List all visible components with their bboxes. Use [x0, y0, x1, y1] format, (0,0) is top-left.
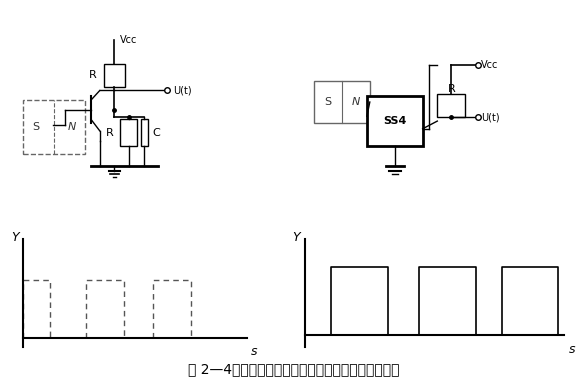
Text: U(t): U(t) [481, 112, 500, 122]
Text: Vcc: Vcc [120, 35, 138, 45]
Text: U(t): U(t) [173, 85, 192, 95]
Text: N: N [352, 97, 360, 107]
Text: R: R [89, 70, 97, 80]
Text: 图 2—4　数字涡轮流量变送器的数字信号输出原理图: 图 2—4 数字涡轮流量变送器的数字信号输出原理图 [188, 363, 399, 377]
Bar [314, 81, 370, 123]
Text: R: R [106, 128, 114, 138]
Text: C: C [153, 128, 160, 138]
Bar [141, 119, 148, 146]
Text: N: N [68, 122, 76, 132]
Text: s: s [569, 343, 575, 355]
Bar [23, 100, 85, 154]
Text: Y: Y [292, 231, 300, 244]
Text: SS4: SS4 [383, 116, 406, 126]
Text: R: R [447, 84, 456, 94]
Bar [367, 96, 423, 146]
Text: Y: Y [11, 231, 19, 244]
Text: S: S [32, 122, 39, 132]
Text: s: s [251, 345, 258, 358]
Bar [437, 94, 465, 117]
Bar [104, 64, 125, 87]
Bar [120, 119, 137, 146]
Text: S: S [325, 97, 332, 107]
Text: Vcc: Vcc [481, 60, 499, 70]
